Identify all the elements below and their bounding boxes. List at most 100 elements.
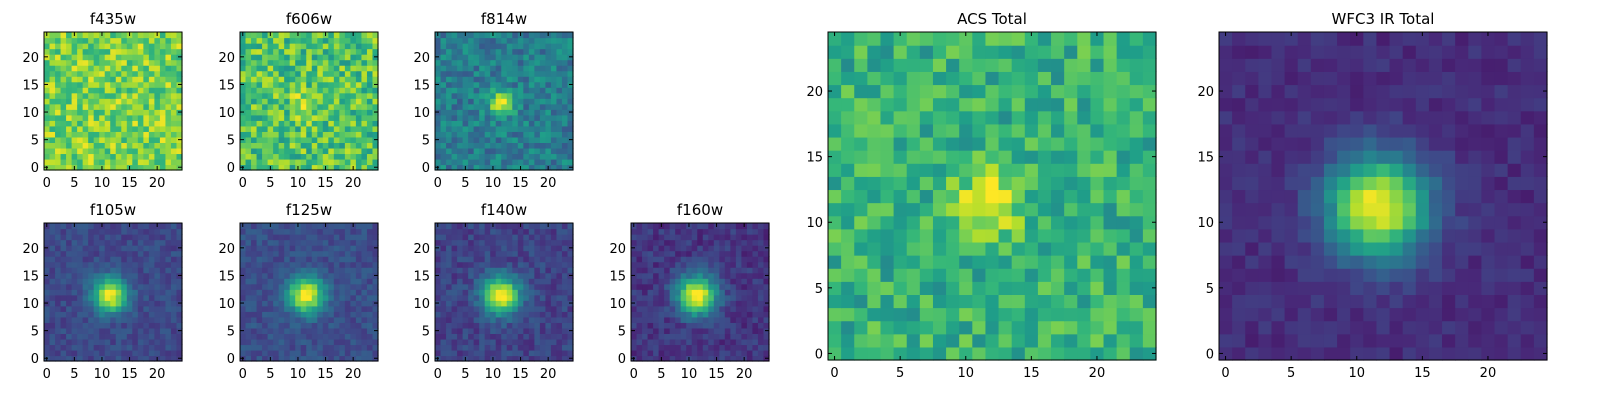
heatmap-cell <box>170 54 178 61</box>
heatmap-cell <box>82 272 89 279</box>
heatmap-cell <box>484 289 491 296</box>
heatmap-cell <box>355 245 363 252</box>
heatmap-cell <box>561 300 569 307</box>
heatmap-cell <box>669 311 676 318</box>
heatmap-cell <box>333 267 340 274</box>
heatmap-cell <box>730 223 737 230</box>
heatmap-cell <box>550 267 558 274</box>
heatmap-cell <box>256 125 263 132</box>
heatmap-cell <box>132 48 139 55</box>
heatmap-cell <box>344 125 351 132</box>
heatmap-cell <box>451 322 458 329</box>
heatmap-cell <box>658 272 665 279</box>
heatmap-cell <box>333 109 340 116</box>
heatmap-cell <box>322 300 329 307</box>
heatmap-cell <box>372 76 379 83</box>
heatmap-cell <box>451 87 458 94</box>
heatmap-cell <box>446 272 453 279</box>
heatmap-cell <box>55 245 62 252</box>
heatmap-cell <box>372 289 379 296</box>
heatmap-cell <box>311 136 318 143</box>
heatmap-cell <box>757 311 765 318</box>
heatmap-cell <box>1129 320 1144 335</box>
heatmap-cell <box>653 245 660 252</box>
heatmap-cell <box>165 239 172 246</box>
heatmap-cell <box>523 70 530 77</box>
heatmap-cell <box>757 256 765 263</box>
heatmap-cell <box>446 327 453 334</box>
heatmap-cell <box>240 283 247 290</box>
heatmap-cell <box>517 245 524 252</box>
heatmap-cell <box>490 37 497 44</box>
heatmap-cell <box>361 114 368 121</box>
heatmap-cell <box>165 65 172 72</box>
heatmap-cell <box>440 43 447 50</box>
heatmap-cell <box>550 305 558 312</box>
heatmap-cell <box>104 114 111 121</box>
heatmap-cell <box>708 311 715 318</box>
heatmap-cell <box>440 223 447 230</box>
heatmap-cell <box>355 344 363 351</box>
heatmap-cell <box>880 215 895 230</box>
heatmap-cell <box>66 120 73 127</box>
heatmap-cell <box>60 103 67 110</box>
heatmap-cell <box>1011 215 1026 230</box>
heatmap-cell <box>110 327 117 334</box>
heatmap-cell <box>372 223 379 230</box>
heatmap-cell <box>278 234 285 241</box>
heatmap-cell <box>339 338 346 346</box>
heatmap-cell <box>132 153 139 160</box>
heatmap-cell <box>495 245 502 252</box>
heatmap-cell <box>523 344 530 351</box>
heatmap-cell <box>435 147 442 155</box>
heatmap-cell <box>350 70 357 77</box>
heatmap-cell <box>366 59 374 66</box>
heatmap-cell <box>534 223 541 230</box>
heatmap-cell <box>545 278 552 285</box>
heatmap-cell <box>82 228 89 235</box>
heatmap-cell <box>99 125 106 132</box>
heatmap-cell <box>506 289 513 296</box>
heatmap-cell <box>148 234 155 241</box>
heatmap-cell <box>170 114 178 121</box>
heatmap-cell <box>506 239 513 246</box>
heatmap-cell <box>457 87 464 94</box>
heatmap-cell <box>110 305 117 312</box>
heatmap-cell <box>154 142 161 149</box>
heatmap-cell <box>828 255 842 269</box>
heatmap-cell <box>686 300 693 307</box>
heatmap-cell <box>1077 346 1091 361</box>
heatmap-cell <box>1129 228 1144 243</box>
heatmap-cell <box>132 289 139 296</box>
heatmap-cell <box>132 92 139 99</box>
heatmap-cell <box>1064 215 1078 230</box>
heatmap-cell <box>534 239 541 246</box>
heatmap-cell <box>170 267 178 274</box>
heatmap-cell <box>462 131 469 138</box>
heatmap-cell <box>697 256 704 263</box>
heatmap-cell <box>355 228 363 235</box>
heatmap-cell <box>828 176 842 191</box>
heatmap-cell <box>561 109 569 116</box>
heatmap-cell <box>99 311 106 318</box>
heatmap-cell <box>561 245 569 252</box>
heatmap-cell <box>159 131 167 138</box>
heatmap-cell <box>55 283 62 290</box>
heatmap-cell <box>278 283 285 290</box>
heatmap-cell <box>176 261 183 268</box>
heatmap-cell <box>468 59 475 66</box>
heatmap-cell <box>763 239 770 246</box>
y-tick-label: 20 <box>218 242 235 257</box>
heatmap-cell <box>539 272 546 279</box>
heatmap-cell <box>719 228 726 235</box>
heatmap-cell <box>528 142 535 149</box>
heatmap-cell <box>567 283 574 290</box>
heatmap-cell <box>1090 163 1105 177</box>
heatmap-cell <box>333 164 340 171</box>
heatmap-cell <box>361 103 368 110</box>
heatmap-cell <box>440 158 447 166</box>
heatmap-cell <box>473 311 480 318</box>
heatmap-cell <box>556 305 563 312</box>
heatmap-cell <box>468 120 475 127</box>
